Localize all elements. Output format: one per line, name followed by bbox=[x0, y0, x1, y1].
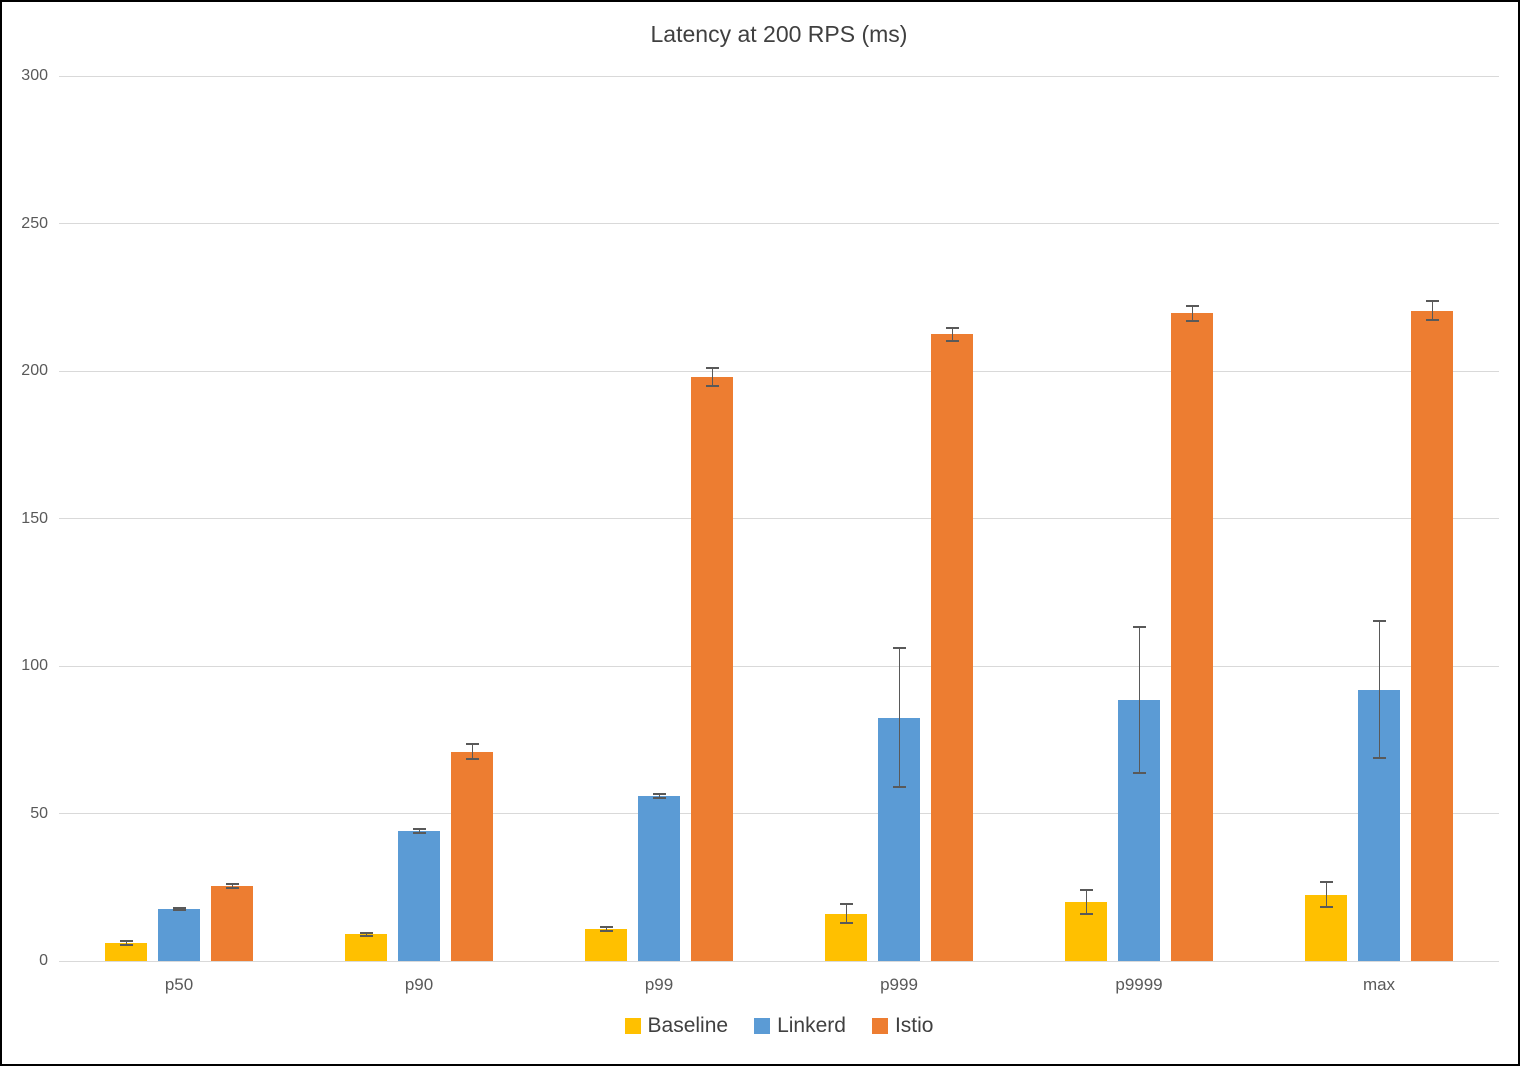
bar-group-p99 bbox=[579, 76, 739, 961]
bar-baseline-p999 bbox=[825, 903, 867, 961]
category-label-p999: p999 bbox=[880, 975, 918, 994]
y-axis-tick-label: 0 bbox=[39, 952, 48, 969]
gridline-y0 bbox=[59, 960, 1499, 962]
category-label-p90: p90 bbox=[404, 975, 434, 994]
legend-item-istio: Istio bbox=[871, 1014, 934, 1038]
bar-group-max bbox=[1299, 76, 1459, 961]
legend-swatch-istio bbox=[871, 1018, 888, 1034]
category-label-max: max bbox=[1362, 975, 1396, 994]
bar-group-p9999 bbox=[1059, 76, 1219, 961]
bar-linkerd-p9999 bbox=[1118, 626, 1160, 961]
y-axis-tick-label: 300 bbox=[21, 67, 48, 84]
gridline-y50 bbox=[59, 813, 1499, 814]
y-axis-tick-label: 250 bbox=[21, 214, 48, 232]
bar-istio-p50 bbox=[211, 882, 253, 961]
legend-label-istio: Istio bbox=[894, 1014, 934, 1037]
bar-linkerd-p90 bbox=[398, 828, 440, 961]
error-bar-istio-p9999 bbox=[1185, 304, 1199, 323]
error-bar-baseline-p99 bbox=[599, 925, 613, 932]
error-bar-baseline-max bbox=[1319, 881, 1333, 908]
error-bar-istio-p99 bbox=[705, 366, 719, 388]
error-bar-linkerd-p50 bbox=[172, 906, 186, 911]
error-bar-baseline-p50 bbox=[119, 940, 133, 947]
bar-istio-max bbox=[1411, 300, 1453, 961]
bar-istio-p9999 bbox=[1171, 304, 1213, 961]
gridline-y250 bbox=[59, 223, 1499, 224]
bar-baseline-p99 bbox=[585, 925, 627, 961]
legend-swatch-linkerd bbox=[754, 1018, 771, 1034]
bar-group-p90 bbox=[339, 76, 499, 961]
legend-label-baseline: Baseline bbox=[647, 1014, 729, 1037]
gridline-y100 bbox=[59, 665, 1499, 667]
error-bar-baseline-p9999 bbox=[1079, 888, 1093, 916]
bar-linkerd-p99 bbox=[638, 792, 680, 961]
bar-istio-p90 bbox=[451, 742, 493, 961]
legend-item-linkerd: Linkerd bbox=[754, 1014, 846, 1038]
y-axis-tick-label: 150 bbox=[21, 509, 48, 527]
bar-group-p999 bbox=[819, 76, 979, 961]
bar-baseline-p9999 bbox=[1065, 888, 1107, 961]
error-bar-baseline-p90 bbox=[359, 931, 373, 938]
bar-linkerd-p50 bbox=[158, 906, 200, 961]
legend-label-linkerd: Linkerd bbox=[777, 1014, 846, 1037]
category-label-p50: p50 bbox=[164, 975, 194, 994]
error-bar-baseline-p999 bbox=[839, 903, 853, 925]
bar-istio-p99 bbox=[691, 366, 733, 961]
y-axis-tick-label: 50 bbox=[30, 804, 48, 822]
error-bar-linkerd-p9999 bbox=[1132, 626, 1146, 774]
y-axis-tick-label: 200 bbox=[21, 362, 48, 379]
y-axis-tick-label: 100 bbox=[21, 657, 48, 674]
gridline-y300 bbox=[59, 75, 1499, 77]
bar-istio-p999 bbox=[931, 326, 973, 961]
legend-item-baseline: Baseline bbox=[624, 1014, 729, 1038]
bar-group-p50 bbox=[99, 76, 259, 961]
error-bar-linkerd-p999 bbox=[892, 646, 906, 789]
error-bar-linkerd-max bbox=[1372, 620, 1386, 759]
error-bar-istio-max bbox=[1425, 300, 1439, 321]
bar-linkerd-p999 bbox=[878, 646, 920, 961]
gridline-y150 bbox=[59, 518, 1499, 519]
error-bar-istio-p999 bbox=[945, 326, 959, 342]
legend-swatch-baseline bbox=[624, 1018, 641, 1034]
chart-title: Latency at 200 RPS (ms) bbox=[650, 21, 908, 47]
error-bar-linkerd-p99 bbox=[652, 792, 666, 799]
gridline-y200 bbox=[59, 370, 1499, 372]
category-label-p9999: p9999 bbox=[1115, 975, 1163, 994]
bar-baseline-max bbox=[1305, 881, 1347, 961]
bar-linkerd-max bbox=[1358, 620, 1400, 961]
bar-baseline-p90 bbox=[345, 931, 387, 961]
error-bar-istio-p90 bbox=[465, 742, 479, 761]
error-bar-linkerd-p90 bbox=[412, 828, 426, 835]
category-label-p99: p99 bbox=[644, 975, 674, 994]
bar-baseline-p50 bbox=[105, 940, 147, 961]
error-bar-istio-p50 bbox=[225, 882, 239, 889]
legend: Baseline Linkerd Istio bbox=[59, 1014, 1499, 1038]
